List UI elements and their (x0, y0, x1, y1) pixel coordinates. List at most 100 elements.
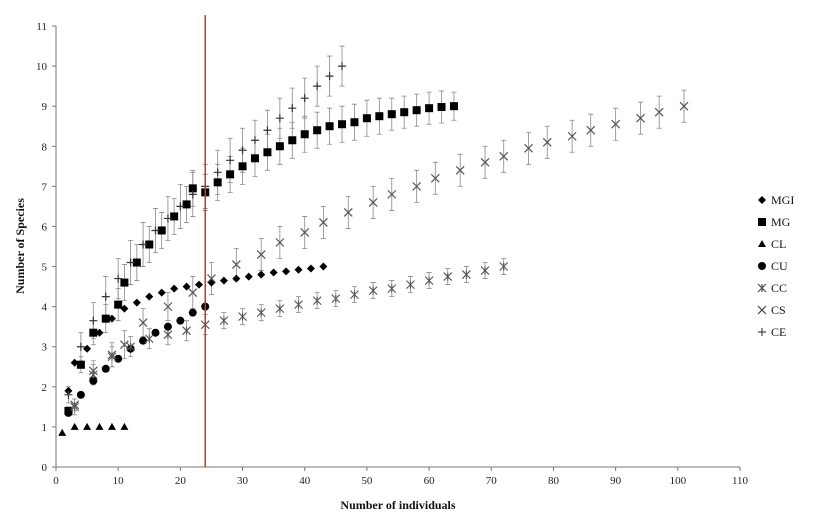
legend-marker-cs (757, 305, 767, 315)
y-tick-label: 10 (36, 61, 48, 73)
point-cs (499, 151, 509, 161)
point-mgi (306, 264, 315, 273)
x-tick-label: 30 (237, 475, 249, 487)
legend-marker-ce (758, 328, 766, 336)
point-mgi (269, 268, 278, 277)
point-cl (107, 422, 116, 430)
point-ce (101, 292, 110, 301)
point-mg (182, 200, 191, 209)
point-mg (263, 148, 272, 157)
point-cl (120, 422, 129, 430)
axes: 0 10 20 30 40 50 60 70 80 90 100 110 0 1 2 3 4 5 6 7 8 9 10 11 (36, 21, 749, 487)
legend-label-mgi: MGI (771, 193, 794, 207)
point-cc (387, 284, 397, 293)
point-mg (437, 102, 446, 111)
point-cl (70, 422, 79, 430)
point-cs (138, 318, 148, 328)
point-ce (89, 316, 98, 325)
point-cs (567, 131, 577, 141)
legend-marker-cc (757, 283, 767, 293)
point-cc (88, 370, 98, 380)
point-cu (114, 354, 123, 363)
point-cc (312, 296, 322, 306)
point-mg (375, 112, 384, 121)
point-cs (343, 207, 353, 217)
y-tick-label: 4 (42, 302, 48, 314)
point-mgi (70, 358, 79, 367)
x-tick-label: 10 (113, 475, 125, 487)
point-mg (145, 240, 154, 249)
x-tick-label: 100 (670, 475, 687, 487)
point-mgi (195, 280, 204, 289)
point-mg (89, 328, 98, 337)
point-ce (188, 190, 197, 199)
point-cs (542, 137, 552, 147)
point-cc (126, 342, 136, 352)
point-mgi (257, 270, 266, 279)
y-tick-label: 11 (36, 21, 47, 33)
point-mg (114, 300, 123, 309)
point-mg (226, 170, 235, 179)
y-tick-label: 0 (42, 462, 48, 474)
y-tick-label: 2 (42, 382, 48, 394)
y-tick-label: 7 (42, 181, 48, 193)
point-cc (238, 312, 247, 322)
point-mgi (132, 298, 141, 307)
y-tick-label: 9 (42, 101, 48, 113)
point-cs (70, 400, 80, 410)
point-cs (88, 366, 98, 376)
point-mgi (319, 262, 328, 271)
point-mg (101, 314, 110, 323)
point-mg (449, 102, 458, 111)
point-mgi (207, 278, 216, 287)
point-cu (89, 376, 98, 385)
point-mg (400, 108, 409, 117)
x-axis-title: Number of individuals (340, 498, 455, 512)
point-mgi (219, 276, 228, 285)
point-mg (250, 154, 259, 163)
y-axis-title: Number of Species (13, 198, 27, 294)
point-mg (132, 258, 141, 267)
point-mg (425, 104, 434, 113)
point-cu (163, 322, 172, 331)
y-tick-label: 1 (42, 422, 48, 434)
x-tick-label: 20 (175, 475, 187, 487)
point-ce (288, 104, 297, 113)
legend-label-ce: CE (771, 325, 786, 339)
data-marks (58, 62, 689, 436)
point-cs (455, 165, 465, 175)
point-mgi (64, 386, 73, 395)
point-cl (58, 428, 67, 436)
point-cs (524, 143, 534, 153)
point-cc (480, 266, 490, 275)
point-cc (350, 290, 359, 299)
point-cs (107, 350, 117, 360)
point-mg (300, 130, 309, 139)
point-cc (144, 334, 154, 344)
point-mg (188, 184, 197, 193)
point-mgi (170, 284, 179, 293)
point-mg (170, 212, 179, 221)
point-cu (188, 308, 197, 317)
point-ce (275, 114, 284, 123)
point-mg (412, 106, 421, 115)
x-tick-label: 0 (53, 475, 59, 487)
legend-marker-mgi (758, 196, 766, 204)
point-mg (362, 114, 371, 123)
point-mgi (182, 282, 191, 291)
point-ce (238, 146, 247, 155)
point-cc (256, 308, 266, 318)
point-cs (163, 302, 173, 312)
point-cu (151, 328, 160, 337)
x-tick-label: 60 (424, 475, 436, 487)
point-ce (76, 342, 85, 351)
point-cc (424, 276, 434, 285)
x-tick-label: 80 (548, 475, 560, 487)
y-tick-label: 8 (42, 141, 48, 153)
point-cc (406, 280, 415, 289)
point-cc (331, 294, 341, 304)
point-cs (368, 197, 378, 207)
point-mgi (120, 304, 129, 313)
point-mgi (232, 274, 241, 283)
point-cs (654, 107, 664, 117)
